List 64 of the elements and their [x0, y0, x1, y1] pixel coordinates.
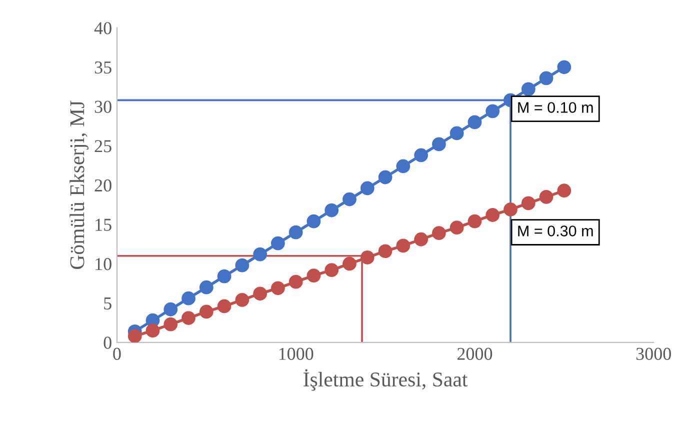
point	[432, 137, 446, 152]
point	[450, 126, 464, 140]
y-tick-label: 25	[94, 140, 112, 152]
point	[288, 225, 303, 240]
point	[288, 274, 303, 289]
point	[360, 181, 374, 196]
point	[468, 115, 482, 130]
point	[128, 329, 142, 342]
point	[271, 281, 285, 296]
y-tick-label: 30	[94, 100, 112, 113]
point	[521, 82, 536, 96]
point	[432, 226, 446, 240]
point	[396, 238, 410, 253]
point	[557, 60, 572, 74]
point	[378, 170, 392, 184]
point	[324, 263, 339, 277]
point	[306, 214, 321, 228]
y-tick-label: 0	[104, 336, 112, 349]
point	[521, 196, 536, 210]
point	[199, 304, 214, 319]
point	[253, 247, 268, 262]
point	[164, 317, 178, 332]
point	[271, 236, 285, 250]
point	[342, 256, 356, 271]
x-tick-label: 1000	[279, 348, 314, 360]
point	[486, 104, 500, 118]
point	[396, 159, 410, 174]
point	[414, 232, 428, 246]
series-label: M = 0.30 m	[518, 226, 593, 236]
y-tick-label: 5	[104, 298, 112, 310]
point	[342, 192, 356, 206]
x-tick-label: 2000	[457, 348, 492, 360]
y-tick-label: 10	[96, 258, 112, 270]
point	[253, 286, 268, 301]
point	[378, 244, 392, 258]
point	[468, 214, 482, 228]
y-axis-title: Gömülü Ekserji, MJ	[70, 100, 88, 270]
point	[164, 302, 178, 316]
x-tick-label: 0	[113, 348, 121, 360]
point	[324, 203, 339, 218]
point	[486, 208, 500, 222]
point	[450, 220, 464, 235]
y-tick-label: 40	[94, 22, 112, 34]
y-tick-label: 20	[94, 179, 112, 192]
point	[217, 269, 232, 284]
point	[360, 250, 374, 264]
point	[217, 299, 232, 314]
point	[539, 71, 554, 86]
point	[306, 268, 321, 282]
x-tick-label: 3000	[636, 348, 671, 360]
point	[146, 324, 160, 338]
y-tick-label: 35	[94, 61, 112, 74]
point	[557, 184, 572, 198]
point	[235, 292, 250, 307]
point	[235, 258, 250, 272]
point	[182, 291, 196, 306]
series-label: M = 0.10 m	[518, 102, 593, 113]
y-tick-label: 15	[96, 218, 112, 231]
point	[182, 311, 196, 325]
x-axis-title: İşletme Süresi, Saat	[304, 369, 468, 391]
point	[504, 202, 518, 216]
point	[539, 190, 554, 204]
point	[199, 280, 214, 294]
point	[414, 148, 428, 162]
